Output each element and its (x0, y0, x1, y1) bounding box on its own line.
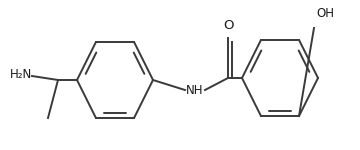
Text: OH: OH (316, 7, 334, 20)
Text: H₂N: H₂N (10, 68, 32, 81)
Text: O: O (223, 19, 233, 32)
Text: NH: NH (186, 84, 204, 96)
